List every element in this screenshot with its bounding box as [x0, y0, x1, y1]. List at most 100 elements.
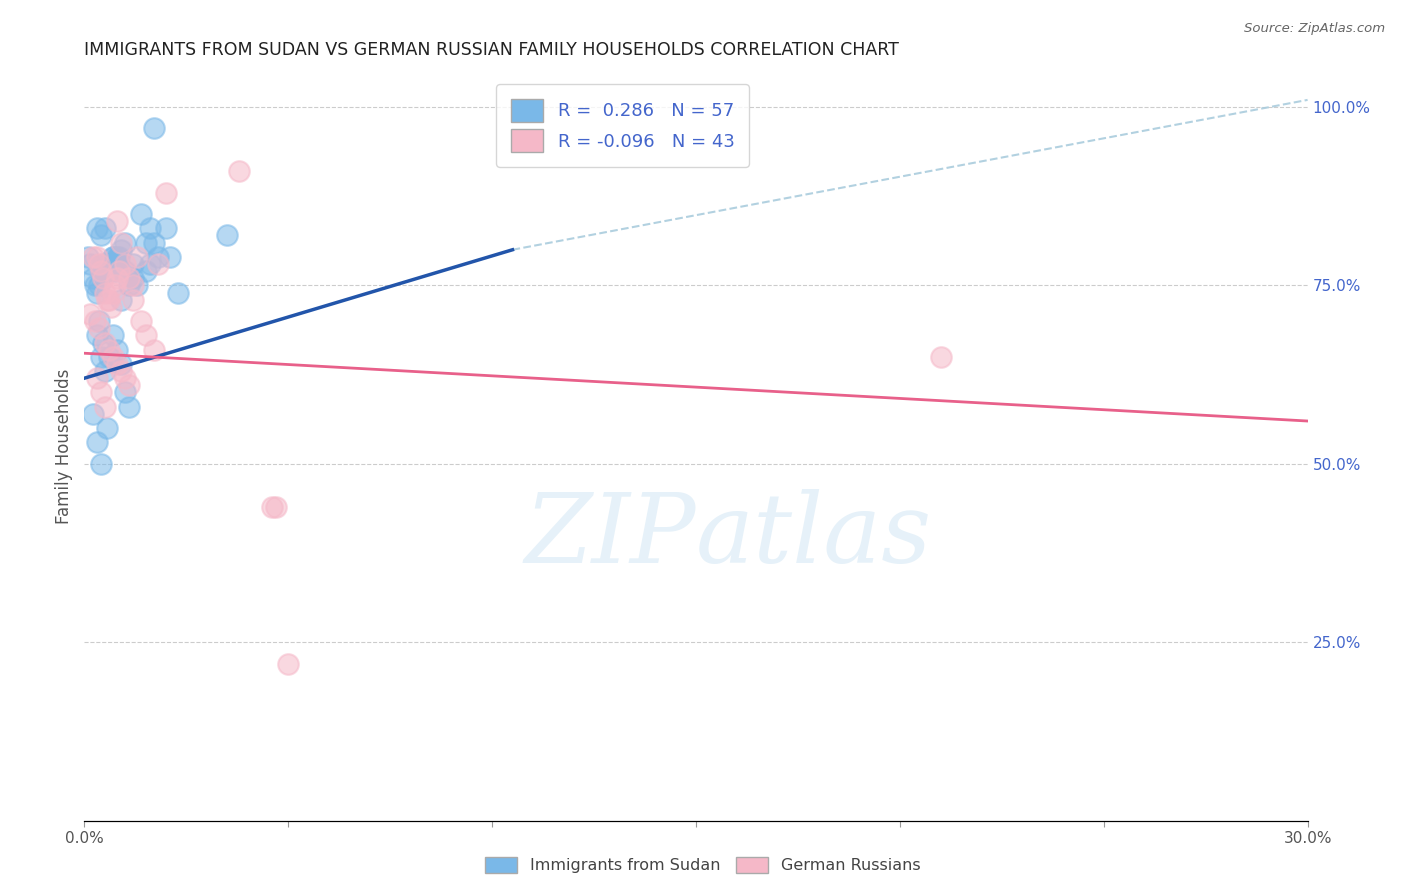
Point	[91, 257, 114, 271]
Point	[77, 250, 100, 264]
Y-axis label: Family Households: Family Households	[55, 368, 73, 524]
Point	[86, 371, 108, 385]
Point	[101, 250, 124, 264]
Point	[114, 257, 136, 271]
Point	[138, 221, 160, 235]
Point	[97, 343, 120, 357]
Point	[87, 257, 110, 271]
Point	[108, 250, 131, 264]
Point	[110, 357, 132, 371]
Text: ZIP: ZIP	[524, 489, 696, 582]
Point	[83, 278, 105, 293]
Point	[122, 271, 145, 285]
Point	[131, 207, 153, 221]
Point	[79, 257, 101, 271]
Point	[114, 385, 136, 400]
Point	[100, 257, 122, 271]
Point	[159, 250, 181, 264]
Point	[90, 264, 112, 278]
Point	[110, 364, 132, 378]
Point	[90, 228, 112, 243]
Point	[104, 278, 127, 293]
Point	[93, 221, 115, 235]
Point	[97, 293, 120, 307]
Point	[105, 214, 128, 228]
Point	[929, 350, 952, 364]
Point	[108, 264, 131, 278]
Point	[86, 328, 108, 343]
Point	[114, 371, 136, 385]
Point	[122, 278, 145, 293]
Text: Source: ZipAtlas.com: Source: ZipAtlas.com	[1244, 22, 1385, 36]
Point	[228, 164, 250, 178]
Point	[118, 278, 141, 293]
Point	[96, 293, 118, 307]
Legend: R =  0.286   N = 57, R = -0.096   N = 43: R = 0.286 N = 57, R = -0.096 N = 43	[496, 84, 749, 167]
Point	[87, 278, 110, 293]
Point	[217, 228, 239, 243]
Point	[142, 343, 165, 357]
Point	[79, 307, 101, 321]
Point	[86, 250, 108, 264]
Point	[146, 250, 169, 264]
Text: IMMIGRANTS FROM SUDAN VS GERMAN RUSSIAN FAMILY HOUSEHOLDS CORRELATION CHART: IMMIGRANTS FROM SUDAN VS GERMAN RUSSIAN …	[84, 41, 900, 59]
Point	[90, 350, 112, 364]
Point	[101, 250, 124, 264]
Point	[86, 285, 108, 300]
Point	[82, 250, 104, 264]
Point	[90, 264, 112, 278]
Point	[135, 235, 157, 250]
Point	[87, 321, 110, 335]
Point	[118, 378, 141, 392]
Point	[100, 300, 122, 314]
Point	[142, 235, 165, 250]
Point	[93, 264, 115, 278]
Point	[93, 364, 115, 378]
Point	[146, 257, 169, 271]
Point	[97, 264, 120, 278]
Point	[93, 264, 115, 278]
Point	[97, 350, 120, 364]
Point	[93, 400, 115, 414]
Point	[90, 385, 112, 400]
Point	[138, 257, 160, 271]
Point	[118, 400, 141, 414]
Point	[101, 285, 124, 300]
Point	[101, 328, 124, 343]
Point	[122, 293, 145, 307]
Point	[142, 121, 165, 136]
Point	[104, 264, 127, 278]
Point	[105, 271, 128, 285]
Point	[110, 235, 132, 250]
Point	[127, 278, 149, 293]
Point	[122, 257, 145, 271]
Point	[277, 657, 299, 671]
Point	[91, 335, 114, 350]
Point	[105, 250, 128, 264]
Legend: Immigrants from Sudan, German Russians: Immigrants from Sudan, German Russians	[479, 850, 927, 880]
Point	[105, 343, 128, 357]
Point	[260, 500, 283, 514]
Point	[83, 314, 105, 328]
Point	[127, 250, 149, 264]
Point	[105, 357, 128, 371]
Point	[167, 285, 190, 300]
Point	[93, 285, 115, 300]
Point	[90, 457, 112, 471]
Point	[82, 407, 104, 421]
Point	[110, 243, 132, 257]
Point	[110, 293, 132, 307]
Point	[135, 264, 157, 278]
Point	[131, 314, 153, 328]
Point	[86, 435, 108, 450]
Point	[105, 257, 128, 271]
Text: atlas: atlas	[696, 489, 932, 582]
Point	[264, 500, 287, 514]
Point	[135, 328, 157, 343]
Point	[114, 235, 136, 250]
Point	[155, 186, 177, 200]
Point	[118, 271, 141, 285]
Point	[93, 335, 115, 350]
Point	[96, 421, 118, 435]
Point	[101, 350, 124, 364]
